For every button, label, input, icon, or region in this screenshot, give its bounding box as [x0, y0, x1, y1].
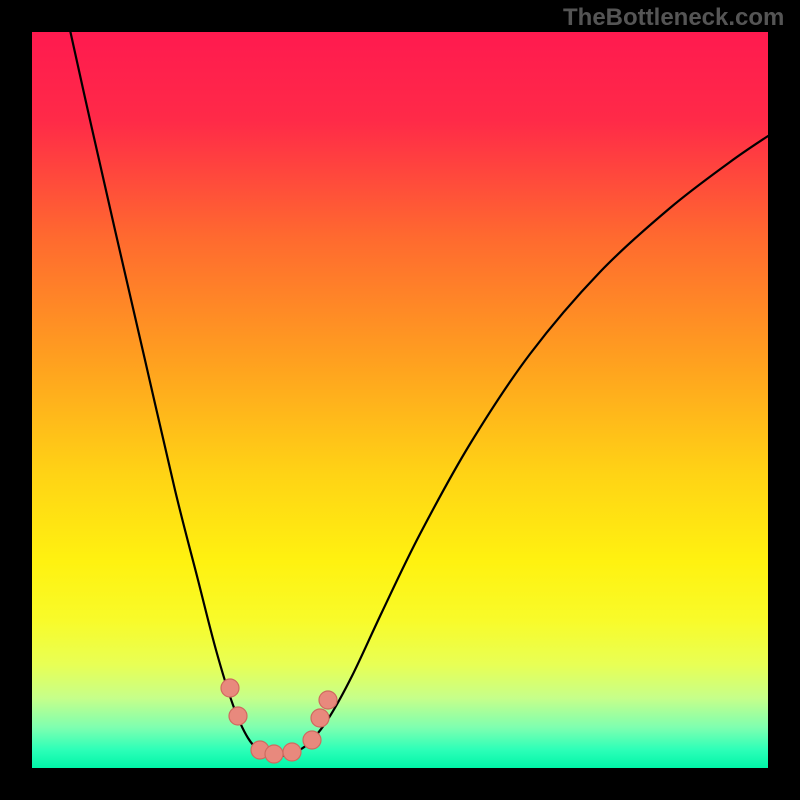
marker-point [303, 731, 321, 749]
marker-point [311, 709, 329, 727]
marker-point [319, 691, 337, 709]
marker-point [221, 679, 239, 697]
marker-point [283, 743, 301, 761]
marker-group [221, 679, 337, 763]
v-curve-path [70, 30, 768, 756]
marker-point [265, 745, 283, 763]
chart-svg [0, 0, 800, 800]
marker-point [229, 707, 247, 725]
